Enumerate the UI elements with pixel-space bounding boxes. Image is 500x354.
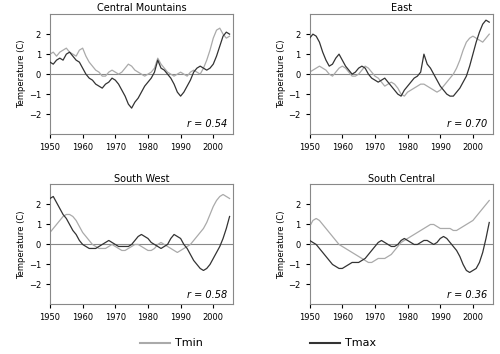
Y-axis label: Temperature (C): Temperature (C) bbox=[17, 210, 26, 279]
Y-axis label: Temperature (C): Temperature (C) bbox=[17, 40, 26, 108]
Title: Central Mountains: Central Mountains bbox=[96, 4, 186, 13]
Text: r = 0.58: r = 0.58 bbox=[187, 290, 228, 299]
Title: East: East bbox=[390, 4, 411, 13]
Text: Tmin: Tmin bbox=[175, 338, 203, 348]
Text: r = 0.36: r = 0.36 bbox=[447, 290, 487, 299]
Text: r = 0.70: r = 0.70 bbox=[447, 119, 487, 129]
Y-axis label: Temperature (C): Temperature (C) bbox=[276, 40, 285, 108]
Y-axis label: Temperature (C): Temperature (C) bbox=[276, 210, 285, 279]
Text: Tmax: Tmax bbox=[345, 338, 376, 348]
Title: South Central: South Central bbox=[368, 174, 434, 184]
Text: r = 0.54: r = 0.54 bbox=[187, 119, 228, 129]
Title: South West: South West bbox=[114, 174, 169, 184]
